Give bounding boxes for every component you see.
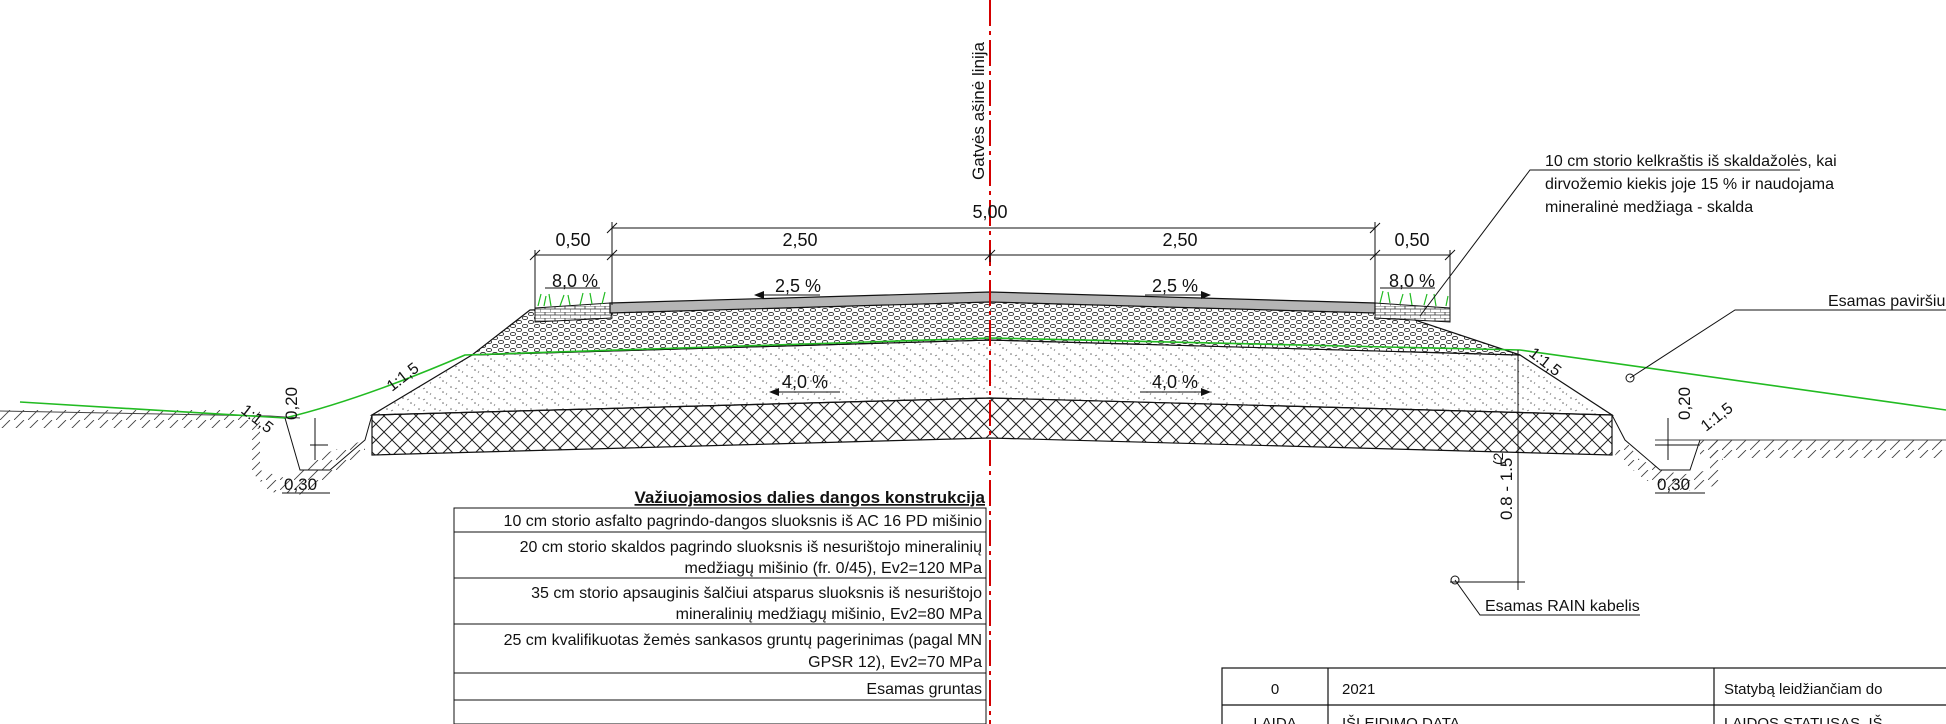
slope-right-ditch: 1:1,5 <box>1698 400 1737 435</box>
title-block: 0 2021 Statybą leidžiančiam do LAIDA IŠL… <box>1221 667 1946 724</box>
layer-3-line-1: 35 cm storio apsauginis šalčiui atsparus… <box>531 585 982 602</box>
layer-1-line-1: 10 cm storio asfalto pagrindo-dangos slu… <box>504 513 983 530</box>
title-block-laida-header: LAIDA <box>1253 715 1296 724</box>
shoulder-note-line-3: mineralinė medžiaga - skalda <box>1545 199 1753 216</box>
title-block-status-header: LAIDOS STATUSAS, IŠ <box>1724 715 1883 724</box>
left-shoulder-layer <box>534 302 613 323</box>
shoulder-note-line-1: 10 cm storio kelkraštis iš skaldažolės, … <box>1545 153 1837 170</box>
dim-left-lane: 2,50 <box>782 230 817 250</box>
construction-legend: Važiuojamosios dalies dangos konstrukcij… <box>453 488 987 724</box>
dim-right-lane: 2,50 <box>1162 230 1197 250</box>
title-block-status-value: Statybą leidžiančiam do <box>1724 681 1882 698</box>
dimension-lines <box>282 222 1705 590</box>
dim-total: 5,00 <box>972 202 1007 222</box>
layer-2-line-2: medžiagų mišinio (fr. 0/45), Ev2=120 MPa <box>685 560 983 577</box>
existing-ground-hatch <box>0 410 1946 495</box>
dim-cable-depth-note: (2 <box>1490 452 1506 465</box>
left-ditch-outline <box>284 414 373 471</box>
shoulder-note-line-2: dirvožemio kiekis joje 15 % ir naudojama <box>1545 176 1834 193</box>
centerline-label: Gatvės ašinė linija <box>969 41 988 180</box>
existing-surface-label: Esamas paviršius <box>1828 293 1946 310</box>
dim-right-ditch-width: 0,30 <box>1657 475 1690 494</box>
slope-left-lane: 2,5 % <box>775 276 821 296</box>
right-ditch-outline <box>1611 414 1701 471</box>
dim-right-ditch-depth: 0,20 <box>1675 387 1694 420</box>
slope-right-subgrade: 4,0 % <box>1152 372 1198 392</box>
layer-4-line-1: 25 cm kvalifikuotas žemės sankasos grunt… <box>504 632 982 649</box>
slope-left-subgrade: 4,0 % <box>782 372 828 392</box>
leader-lines <box>1419 169 1946 616</box>
slope-right-shoulder: 8,0 % <box>1389 271 1435 291</box>
grass-icon <box>537 290 1449 307</box>
title-block-date-header: IŠLEIDIMO DATA <box>1342 715 1460 724</box>
layer-5-line-1: Esamas gruntas <box>866 681 982 698</box>
existing-cable-label: Esamas RAIN kabelis <box>1485 598 1640 615</box>
title-block-laida-value: 0 <box>1271 681 1279 698</box>
dim-cable-depth: 0.8 - 1.5 <box>1497 458 1516 520</box>
title-block-date-value: 2021 <box>1342 681 1375 698</box>
dim-left-ditch-width: 0,30 <box>284 475 317 494</box>
construction-title: Važiuojamosios dalies dangos konstrukcij… <box>634 488 985 507</box>
dim-left-shoulder: 0,50 <box>555 230 590 250</box>
layer-2-line-1: 20 cm storio skaldos pagrindo sluoksnis … <box>520 539 983 556</box>
slope-left-shoulder: 8,0 % <box>552 271 598 291</box>
existing-surface-line <box>19 337 1946 419</box>
layer-4-line-2: GPSR 12), Ev2=70 MPa <box>808 654 982 671</box>
slope-right-lane: 2,5 % <box>1152 276 1198 296</box>
layer-3-line-2: mineralinių medžiagų mišinio, Ev2=80 MPa <box>676 606 982 623</box>
slope-arrows <box>545 287 1435 396</box>
dim-left-ditch-depth: 0,20 <box>282 387 301 420</box>
dim-right-shoulder: 0,50 <box>1394 230 1429 250</box>
